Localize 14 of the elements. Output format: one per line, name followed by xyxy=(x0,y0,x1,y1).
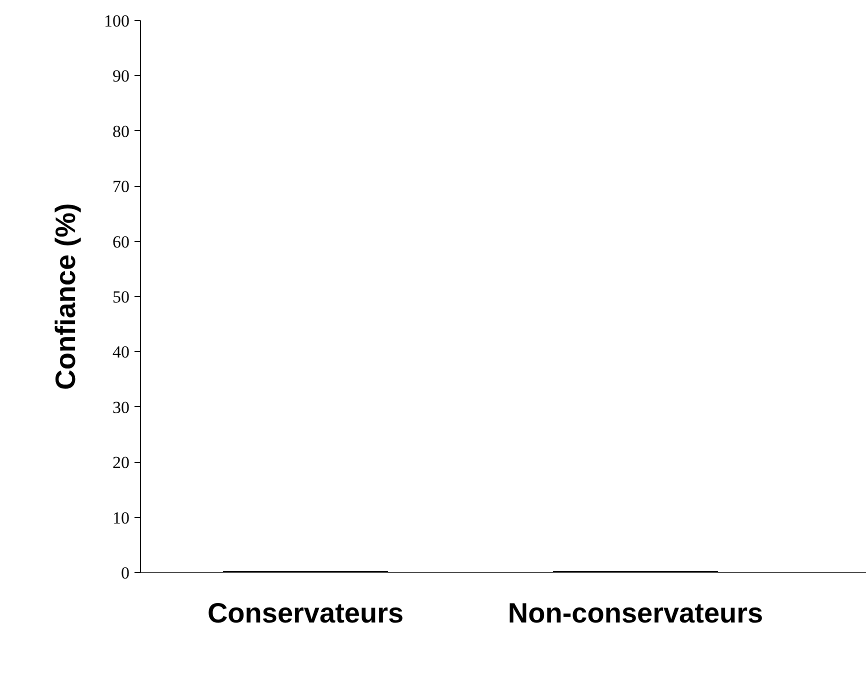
y-tick-label: 10 xyxy=(112,508,130,528)
x-tick-label: Conservateurs xyxy=(207,598,404,628)
y-tick-label: 80 xyxy=(112,122,130,141)
y-axis-title: Confiance (%) xyxy=(50,203,81,390)
y-tick-label: 30 xyxy=(112,398,130,417)
y-tick-label: 70 xyxy=(112,177,130,196)
y-tick-label: 100 xyxy=(104,12,130,30)
y-tick-label: 0 xyxy=(121,564,130,582)
x-tick-label: Non-conservateurs xyxy=(508,598,764,628)
y-tick-label: 40 xyxy=(112,342,130,362)
y-tick-label: 60 xyxy=(112,232,130,252)
y-tick-label: 20 xyxy=(112,453,130,472)
y-tick-label: 90 xyxy=(112,66,130,86)
y-tick-label: 50 xyxy=(112,288,130,306)
